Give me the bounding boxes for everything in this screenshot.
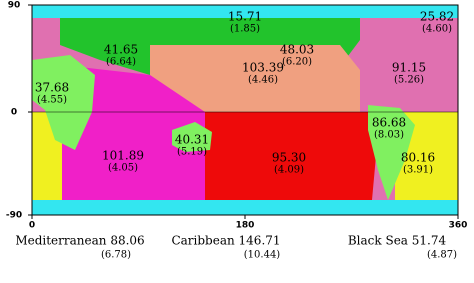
region-value: 48.03 (280, 43, 314, 57)
region-error: (4.09) (274, 165, 304, 176)
region-error: (5.19) (177, 147, 207, 158)
sea-label: Caribbean 146.71 (171, 234, 280, 248)
map-area (31, 4, 459, 216)
australia (172, 122, 212, 152)
region-value: 37.68 (35, 81, 69, 95)
sea-label: Black Sea 51.74 (348, 234, 447, 248)
region-error: (4.46) (248, 75, 278, 86)
sea-error: (6.78) (101, 250, 131, 261)
sea-error: (4.87) (427, 250, 457, 261)
x-tick-label: 360 (449, 221, 468, 231)
region-value: 95.30 (272, 151, 306, 165)
region-error: (4.05) (108, 163, 138, 174)
africa (32, 55, 95, 150)
sea-label: Mediterranean 88.06 (15, 234, 144, 248)
central-pacific (150, 45, 360, 112)
sea-error: (10.44) (244, 250, 281, 261)
region-value: 41.65 (104, 43, 138, 57)
y-tick-label: 0 (11, 108, 17, 118)
region-error: (6.64) (106, 57, 136, 68)
y-tick-label: -90 (6, 211, 22, 221)
region-error: (3.91) (403, 165, 433, 176)
region-error: (6.20) (282, 57, 312, 68)
region-error: (1.85) (230, 24, 260, 35)
south-pacific (205, 112, 380, 200)
x-tick-label: 0 (29, 221, 35, 231)
region-value: 101.89 (102, 149, 144, 163)
indian-ocean (62, 65, 205, 200)
region-value: 25.82 (420, 10, 454, 24)
region-error: (4.60) (422, 24, 452, 35)
region-value: 80.16 (401, 151, 435, 165)
region-value: 15.71 (228, 10, 262, 24)
y-tick-label: 90 (8, 1, 21, 11)
region-error: (8.03) (374, 130, 404, 141)
south-america (368, 105, 415, 200)
region-value: 40.31 (175, 133, 209, 147)
region-error: (4.55) (37, 95, 67, 106)
region-value: 103.39 (242, 61, 284, 75)
region-value: 86.68 (372, 116, 406, 130)
x-tick-label: 180 (236, 221, 255, 231)
region-value: 91.15 (392, 61, 426, 75)
region-error: (5.26) (394, 75, 424, 86)
